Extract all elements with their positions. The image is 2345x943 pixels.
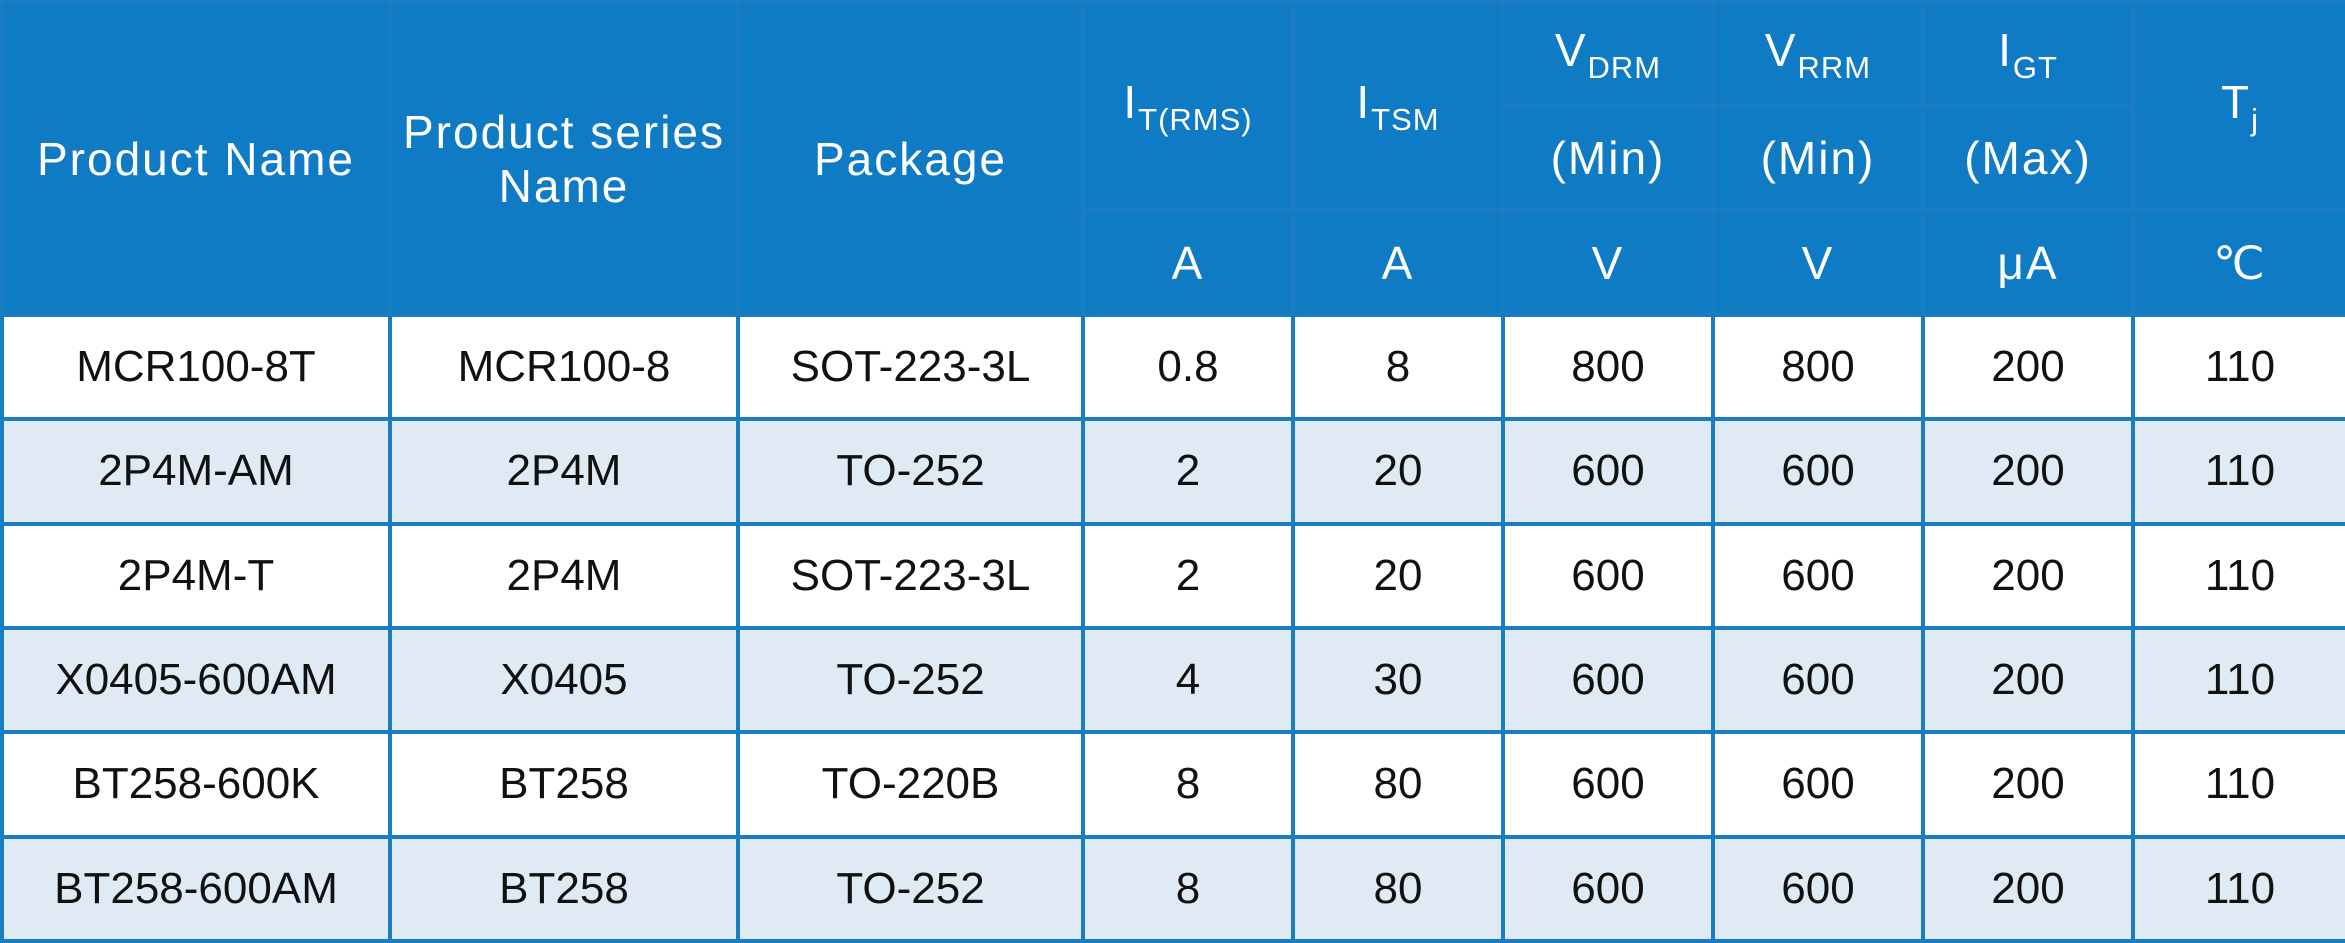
cell-it-rms: 2 <box>1081 521 1295 630</box>
unit-vdrm: V <box>1501 208 1715 317</box>
cell-vdrm: 600 <box>1501 417 1715 526</box>
cell-tj: 110 <box>2131 312 2345 422</box>
table-header: Product Name Product series Name Package… <box>0 0 2345 317</box>
cell-tj: 110 <box>2131 625 2345 735</box>
table-row: X0405-600AM X0405 TO-252 4 30 600 600 20… <box>0 625 2345 735</box>
header-tj: Tj <box>2131 0 2345 212</box>
table-row: BT258-600AM BT258 TO-252 8 80 600 600 20… <box>0 834 2345 943</box>
cell-vrrm: 600 <box>1711 521 1925 630</box>
cell-product-name: BT258-600K <box>0 730 392 839</box>
unit-itsm: A <box>1291 208 1505 317</box>
cell-package: TO-252 <box>736 625 1085 735</box>
cell-package: TO-252 <box>736 834 1085 943</box>
cell-tj: 110 <box>2131 417 2345 526</box>
cell-product-name: 2P4M-AM <box>0 417 392 526</box>
table-body: MCR100-8T MCR100-8 SOT-223-3L 0.8 8 800 … <box>0 312 2345 943</box>
unit-it: A <box>1081 208 1295 317</box>
cell-package: SOT-223-3L <box>736 521 1085 630</box>
cell-package: SOT-223-3L <box>736 312 1085 422</box>
header-product-name: Product Name <box>0 0 392 317</box>
unit-vrrm: V <box>1711 208 1925 317</box>
cell-vrrm: 600 <box>1711 834 1925 943</box>
cell-series-name: BT258 <box>388 730 740 839</box>
cell-vdrm: 600 <box>1501 834 1715 943</box>
cell-tj: 110 <box>2131 730 2345 839</box>
header-vrrm: VRRM <box>1711 0 1925 108</box>
cell-igt: 200 <box>1921 417 2135 526</box>
header-itsm: ITSM <box>1291 0 1505 212</box>
table-row: 2P4M-AM 2P4M TO-252 2 20 600 600 200 110 <box>0 417 2345 526</box>
cell-igt: 200 <box>1921 834 2135 943</box>
header-vrrm-condition: (Min) <box>1711 104 1925 212</box>
cell-it-rms: 8 <box>1081 730 1295 839</box>
cell-it-rms: 8 <box>1081 834 1295 943</box>
header-vdrm: VDRM <box>1501 0 1715 108</box>
cell-vrrm: 600 <box>1711 730 1925 839</box>
cell-itsm: 20 <box>1291 417 1505 526</box>
cell-itsm: 80 <box>1291 730 1505 839</box>
header-vdrm-condition: (Min) <box>1501 104 1715 212</box>
cell-package: TO-220B <box>736 730 1085 839</box>
table-row: 2P4M-T 2P4M SOT-223-3L 2 20 600 600 200 … <box>0 521 2345 630</box>
cell-igt: 200 <box>1921 730 2135 839</box>
cell-series-name: X0405 <box>388 625 740 735</box>
cell-series-name: 2P4M <box>388 521 740 630</box>
cell-package: TO-252 <box>736 417 1085 526</box>
cell-series-name: 2P4M <box>388 417 740 526</box>
cell-itsm: 80 <box>1291 834 1505 943</box>
cell-itsm: 30 <box>1291 625 1505 735</box>
cell-it-rms: 4 <box>1081 625 1295 735</box>
cell-igt: 200 <box>1921 625 2135 735</box>
header-series-name: Product series Name <box>388 0 740 317</box>
cell-vdrm: 600 <box>1501 521 1715 630</box>
unit-tj: ℃ <box>2131 208 2345 317</box>
cell-it-rms: 2 <box>1081 417 1295 526</box>
cell-vdrm: 600 <box>1501 625 1715 735</box>
cell-product-name: 2P4M-T <box>0 521 392 630</box>
cell-vrrm: 600 <box>1711 625 1925 735</box>
cell-product-name: MCR100-8T <box>0 312 392 422</box>
cell-tj: 110 <box>2131 521 2345 630</box>
cell-vrrm: 800 <box>1711 312 1925 422</box>
table-row: BT258-600K BT258 TO-220B 8 80 600 600 20… <box>0 730 2345 839</box>
cell-vrrm: 600 <box>1711 417 1925 526</box>
table-row: MCR100-8T MCR100-8 SOT-223-3L 0.8 8 800 … <box>0 312 2345 422</box>
cell-vdrm: 600 <box>1501 730 1715 839</box>
cell-igt: 200 <box>1921 312 2135 422</box>
header-package: Package <box>736 0 1085 317</box>
cell-itsm: 8 <box>1291 312 1505 422</box>
cell-product-name: BT258-600AM <box>0 834 392 943</box>
cell-tj: 110 <box>2131 834 2345 943</box>
cell-it-rms: 0.8 <box>1081 312 1295 422</box>
header-igt: IGT <box>1921 0 2135 108</box>
header-igt-condition: (Max) <box>1921 104 2135 212</box>
cell-itsm: 20 <box>1291 521 1505 630</box>
cell-series-name: MCR100-8 <box>388 312 740 422</box>
cell-vdrm: 800 <box>1501 312 1715 422</box>
unit-igt: μA <box>1921 208 2135 317</box>
header-it-rms: IT(RMS) <box>1081 0 1295 212</box>
cell-product-name: X0405-600AM <box>0 625 392 735</box>
cell-series-name: BT258 <box>388 834 740 943</box>
cell-igt: 200 <box>1921 521 2135 630</box>
